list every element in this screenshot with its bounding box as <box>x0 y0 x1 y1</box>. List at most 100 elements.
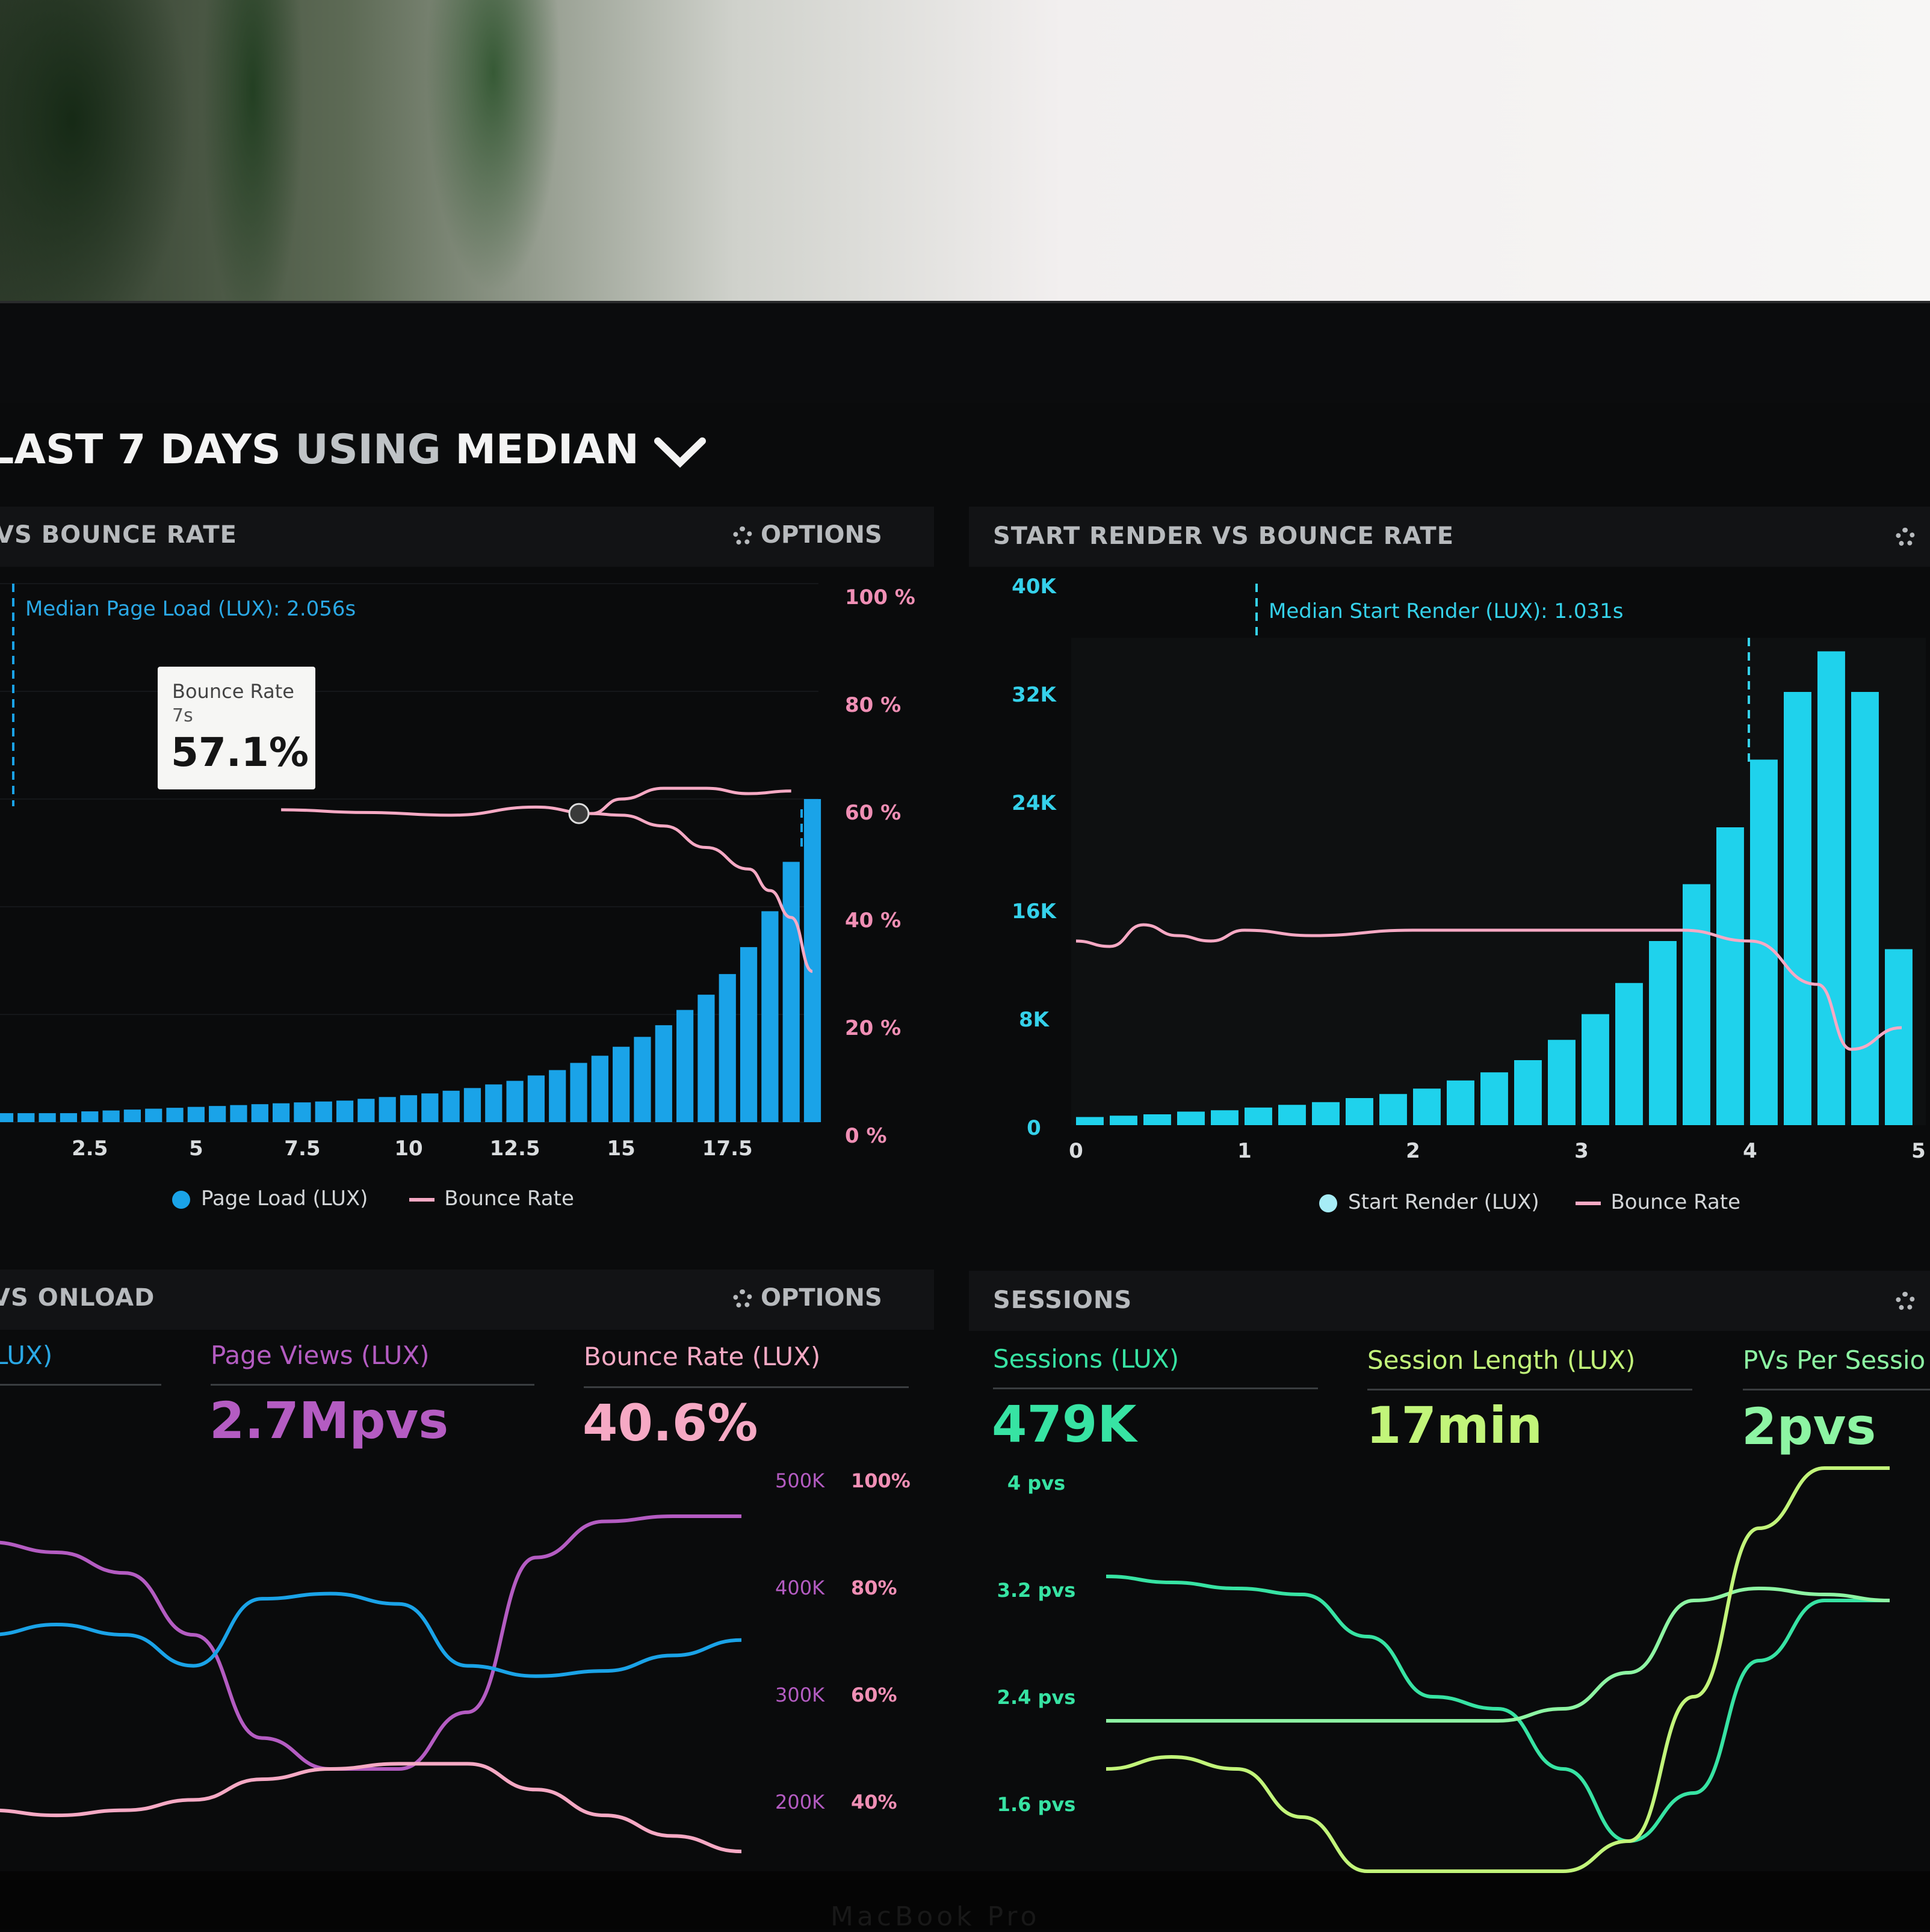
bar <box>1649 941 1677 1125</box>
bar <box>1076 1117 1104 1125</box>
x-tick-label: 15 <box>607 1137 635 1161</box>
bar <box>655 1025 672 1122</box>
chart-page-load: 100 % 80 % 60 % 40 % 20 % 0 % 2.5 5 7.5 10 12.5 15 1… <box>0 583 915 1161</box>
bar <box>251 1104 268 1122</box>
bar <box>166 1108 184 1122</box>
dot-icon <box>172 1190 190 1209</box>
bar <box>613 1046 630 1122</box>
bar <box>357 1099 375 1122</box>
y-left-tick-label: 200K <box>775 1791 825 1813</box>
bar <box>676 1010 694 1122</box>
page-title[interactable]: LAST 7 DAYS USING MEDIAN <box>0 426 707 474</box>
bar <box>1312 1102 1340 1125</box>
bar <box>782 862 800 1122</box>
metric-divider <box>993 1387 1318 1389</box>
panel2-median-label: Median Start Render (LUX): 1.031s <box>1269 599 1624 623</box>
bar <box>1683 884 1710 1125</box>
bounce-rate-line-2 <box>591 786 791 815</box>
monitor-bottom-bezel <box>0 1871 1930 1930</box>
metric-divider <box>1743 1389 1930 1390</box>
metric-label-pvs-per-session: PVs Per Sessio <box>1743 1345 1926 1375</box>
bar <box>272 1103 290 1122</box>
y-tick-label: 40K <box>1012 575 1057 599</box>
legend-item-start-render[interactable]: Start Render (LUX) <box>1319 1190 1539 1214</box>
legend-label-bounce-rate: Bounce Rate <box>444 1187 574 1211</box>
y-tick-label: 8K <box>1019 1008 1050 1032</box>
metric-divider <box>584 1386 909 1388</box>
metric-divider <box>0 1384 161 1386</box>
device-brand: MacBook Pro <box>830 1901 1041 1932</box>
chevron-down-icon[interactable] <box>653 434 707 470</box>
panel2-options-button[interactable] <box>1896 522 1923 550</box>
bar <box>315 1101 332 1122</box>
bar <box>1278 1105 1306 1125</box>
bar <box>634 1037 651 1122</box>
dot-icon <box>1319 1194 1337 1212</box>
y-right-tick-label: 100% <box>851 1469 911 1492</box>
y-tick-label: 2.4 pvs <box>997 1686 1076 1709</box>
y-tick-label: 3.2 pvs <box>997 1579 1076 1602</box>
chart-sessions: 4 pvs 3.2 pvs 2.4 pvs 1.6 pvs <box>997 1466 1890 1873</box>
bar <box>39 1113 56 1122</box>
tooltip-time: 7s <box>172 705 193 726</box>
bar <box>740 947 758 1122</box>
panel1-options-button[interactable]: OPTIONS <box>733 521 882 549</box>
metric-label-session-length: Session Length (LUX) <box>1367 1345 1636 1375</box>
panel3-title: VS ONLOAD <box>0 1284 155 1312</box>
bar <box>400 1095 418 1122</box>
title-part-median: MEDIAN <box>455 426 639 474</box>
series-line-lime <box>1106 1466 1890 1873</box>
gear-icon <box>1896 528 1915 547</box>
y-right-tick-label: 80% <box>851 1576 897 1599</box>
panel1-legend: Page Load (LUX) Bounce Rate <box>172 1187 574 1211</box>
bar <box>60 1113 78 1122</box>
x-tick-label: 1 <box>1237 1139 1252 1163</box>
metric-label-page-views: Page Views (LUX) <box>211 1341 430 1370</box>
bar <box>294 1102 311 1122</box>
line-icon <box>1576 1201 1601 1205</box>
x-tick-label: 7.5 <box>284 1137 320 1161</box>
bar <box>1413 1088 1441 1125</box>
bar <box>1110 1116 1137 1125</box>
y-left-tick-label: 400K <box>775 1576 825 1599</box>
bar <box>591 1055 608 1122</box>
tooltip-value: 57.1% <box>171 729 309 776</box>
y-tick-label: 32K <box>1012 683 1057 707</box>
x-tick-label: 17.5 <box>702 1137 753 1161</box>
bar <box>549 1070 566 1122</box>
bar <box>123 1110 141 1122</box>
legend-item-bounce-rate[interactable]: Bounce Rate <box>1576 1190 1740 1214</box>
panel2-header <box>969 507 1930 567</box>
x-tick-label: 12.5 <box>490 1137 540 1161</box>
panel1-header <box>0 507 934 567</box>
bar <box>1514 1060 1542 1125</box>
panel3-options-button[interactable]: OPTIONS <box>733 1284 882 1312</box>
legend-item-page-load[interactable]: Page Load (LUX) <box>172 1187 368 1211</box>
y-tick-label: 1.6 pvs <box>997 1793 1076 1816</box>
x-tick-label: 4 <box>1743 1139 1757 1163</box>
x-tick-label: 10 <box>394 1137 422 1161</box>
plot-area <box>1071 638 1926 1125</box>
bar <box>0 1113 14 1122</box>
gear-icon <box>733 526 752 546</box>
bar <box>761 911 779 1122</box>
panel2-legend: Start Render (LUX) Bounce Rate <box>1319 1190 1740 1214</box>
bar <box>81 1111 99 1122</box>
metric-value-sessions: 479K <box>992 1395 1137 1454</box>
metric-value-session-length: 17min <box>1366 1396 1543 1455</box>
bar <box>1480 1072 1508 1125</box>
chart-start-render: 40K 32K 24K 16K 8K 0 0 1 2 3 4 5 <box>1012 575 1926 1163</box>
bar <box>697 995 715 1122</box>
y-tick-label: 4 pvs <box>1007 1472 1065 1495</box>
series-line-green <box>1106 1575 1890 1844</box>
bar <box>102 1110 120 1122</box>
legend-item-bounce-rate[interactable]: Bounce Rate <box>409 1187 574 1211</box>
y-tick-label: 100 % <box>845 585 915 610</box>
bar <box>527 1075 545 1122</box>
panel4-options-button[interactable] <box>1896 1286 1923 1314</box>
title-part-period: 7 DAYS <box>117 426 281 474</box>
bar <box>17 1113 35 1122</box>
metric-value-page-views: 2.7Mpvs <box>209 1391 449 1450</box>
bar <box>442 1090 460 1122</box>
bar <box>230 1105 247 1122</box>
